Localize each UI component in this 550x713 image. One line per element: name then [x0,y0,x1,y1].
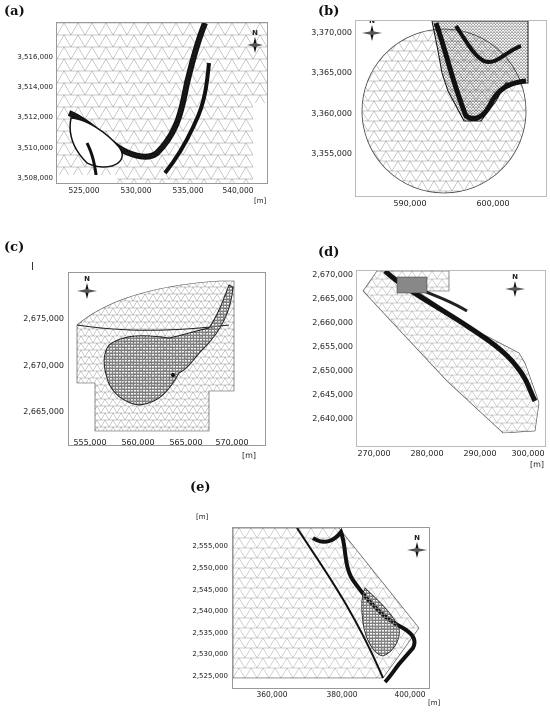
x-tick: 555,000 [73,438,107,447]
mesh-map-b: N [355,20,547,197]
y-tick: 2,535,000 [192,629,228,637]
compass-rose-icon [505,281,525,297]
compass-rose-icon [362,25,382,41]
y-tick: 3,365,000 [311,68,352,77]
panel-label: (b) [318,4,340,19]
y-tick: 3,516,000 [17,53,53,61]
north-arrow-icon: N [503,273,527,301]
y-tick: 2,530,000 [192,650,228,658]
y-tick: 3,514,000 [17,83,53,91]
y-tick: 2,665,000 [23,407,64,416]
axis-unit: [m] [530,460,545,469]
y-tick: 2,650,000 [312,366,353,375]
x-tick: 570,000 [215,438,249,447]
y-tick: 2,540,000 [192,607,228,615]
north-arrow-icon: N [360,21,384,45]
panel-label: (e) [190,480,211,495]
y-tick: 2,655,000 [312,342,353,351]
mesh-d [362,271,540,434]
mesh-a [57,23,267,183]
y-tick: 2,670,000 [312,270,353,279]
y-tick: 2,525,000 [192,672,228,680]
y-tick: 3,508,000 [17,174,53,182]
y-tick: 2,665,000 [312,294,353,303]
axis-unit: [m] [254,197,267,205]
compass-rose-icon [407,542,427,558]
y-tick: 3,370,000 [311,28,352,37]
y-tick: 3,510,000 [17,144,53,152]
x-tick: 540,000 [222,186,254,195]
north-arrow-icon: N [405,534,429,562]
y-tick: 3,360,000 [311,109,352,118]
mesh-map-d: N [356,270,546,447]
y-tick: 3,512,000 [17,113,53,121]
x-tick: 590,000 [393,199,427,208]
mesh-e [233,528,420,684]
north-arrow-icon: N [75,275,99,303]
y-tick: 2,640,000 [312,414,353,423]
tick-mark [32,262,33,270]
x-tick: 560,000 [121,438,155,447]
panel-label: (a) [4,4,25,19]
compass-rose-icon [247,37,263,53]
axis-unit: [m] [428,699,441,707]
x-tick: 290,000 [463,449,497,458]
y-tick: 2,660,000 [312,318,353,327]
axis-unit: [m] [242,451,257,460]
panel-label: (c) [4,240,25,255]
x-tick: 600,000 [476,199,510,208]
north-arrow-icon: N [243,29,267,57]
x-tick: 530,000 [120,186,152,195]
y-tick: 2,545,000 [192,586,228,594]
y-tick: 2,670,000 [23,361,64,370]
mesh-c [76,280,235,432]
x-tick: 535,000 [172,186,204,195]
mesh-b [361,21,529,194]
y-tick: 2,675,000 [23,314,64,323]
x-tick: 280,000 [410,449,444,458]
x-tick: 525,000 [68,186,100,195]
x-tick: 360,000 [256,690,288,699]
x-tick: 300,000 [511,449,545,458]
axis-unit-top: [m] [196,513,209,521]
x-tick: 270,000 [357,449,391,458]
x-tick: 380,000 [326,690,358,699]
y-tick: 2,555,000 [192,542,228,550]
mesh-map-a: N [56,22,268,184]
y-tick: 2,550,000 [192,564,228,572]
y-tick: 3,355,000 [311,149,352,158]
x-tick: 565,000 [169,438,203,447]
panel-label: (d) [318,245,340,260]
x-tick: 400,000 [394,690,426,699]
mesh-map-c: N [68,272,266,446]
mesh-map-e: N [232,527,430,689]
y-tick: 2,645,000 [312,390,353,399]
compass-rose-icon [77,283,97,299]
